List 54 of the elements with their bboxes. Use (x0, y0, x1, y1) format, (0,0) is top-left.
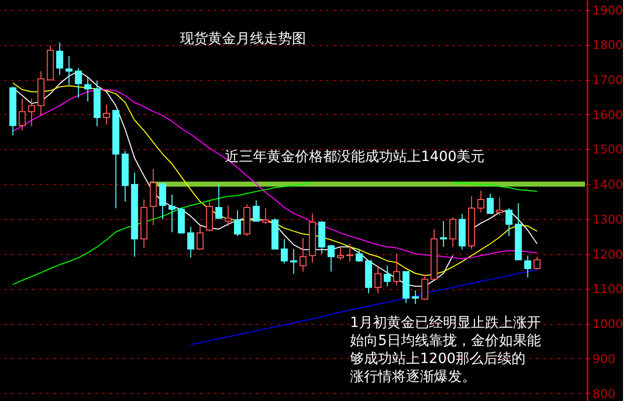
candlestick (215, 183, 222, 220)
candlestick (28, 98, 36, 127)
candlestick (477, 190, 484, 213)
candlestick (66, 56, 73, 86)
candlestick (374, 266, 382, 294)
candlestick (534, 256, 541, 270)
candlestick (18, 98, 26, 131)
candlestick (486, 193, 494, 214)
y-tick-label: 1700 (592, 73, 624, 88)
y-tick-label: 800 (592, 386, 616, 401)
candlestick (524, 255, 532, 278)
candlestick (178, 206, 185, 234)
candlestick (336, 246, 344, 260)
candlestick (328, 244, 335, 272)
candlestick (300, 237, 307, 272)
candlestick (280, 238, 288, 264)
candlestick (102, 104, 110, 125)
candlestick (505, 208, 512, 237)
y-tick-label: 1000 (592, 317, 624, 332)
y-tick-label: 900 (592, 352, 616, 366)
candlestick (159, 183, 166, 220)
candlestick (290, 248, 298, 274)
candlestick (187, 226, 194, 258)
candlestick (224, 204, 232, 226)
y-tick-label: 1900 (592, 3, 624, 18)
candlestick (346, 243, 354, 262)
candlestick (252, 200, 260, 222)
candlestick (74, 67, 82, 98)
annotation: 近三年黄金价格都没能成功站上1400美元 (225, 149, 485, 165)
y-tick-label: 1800 (592, 38, 624, 52)
y-tick-label: 1100 (592, 282, 624, 296)
y-tick-label: 1400 (592, 178, 624, 192)
annotation: 1月初黄金已经明显止跌上涨开始向5日均线靠拢，金价如果能够成功站上1200那么后续的涨行情将逐渐爆发。 (350, 315, 541, 385)
candlestick (206, 200, 213, 232)
candlestick (412, 290, 419, 305)
candlestick (393, 253, 400, 286)
y-tick-label: 1500 (592, 142, 624, 157)
candlestick (168, 194, 176, 233)
candlestick (421, 274, 428, 300)
annotation: 现货黄金月线走势图 (180, 31, 306, 47)
y-tick-label: 1600 (592, 108, 624, 122)
candlestick (196, 225, 204, 250)
candlestick (449, 216, 456, 248)
candlestick (384, 265, 391, 287)
candlestick (150, 168, 157, 226)
y-tick-label: 1200 (592, 247, 624, 262)
candlestick (262, 208, 270, 225)
candlestick (84, 76, 92, 102)
candlestick (234, 210, 242, 237)
candlestick (440, 220, 447, 248)
y-tick-label: 1300 (592, 212, 624, 226)
candlestick (356, 248, 363, 262)
candlestick (496, 196, 504, 216)
candlestick (56, 42, 64, 76)
